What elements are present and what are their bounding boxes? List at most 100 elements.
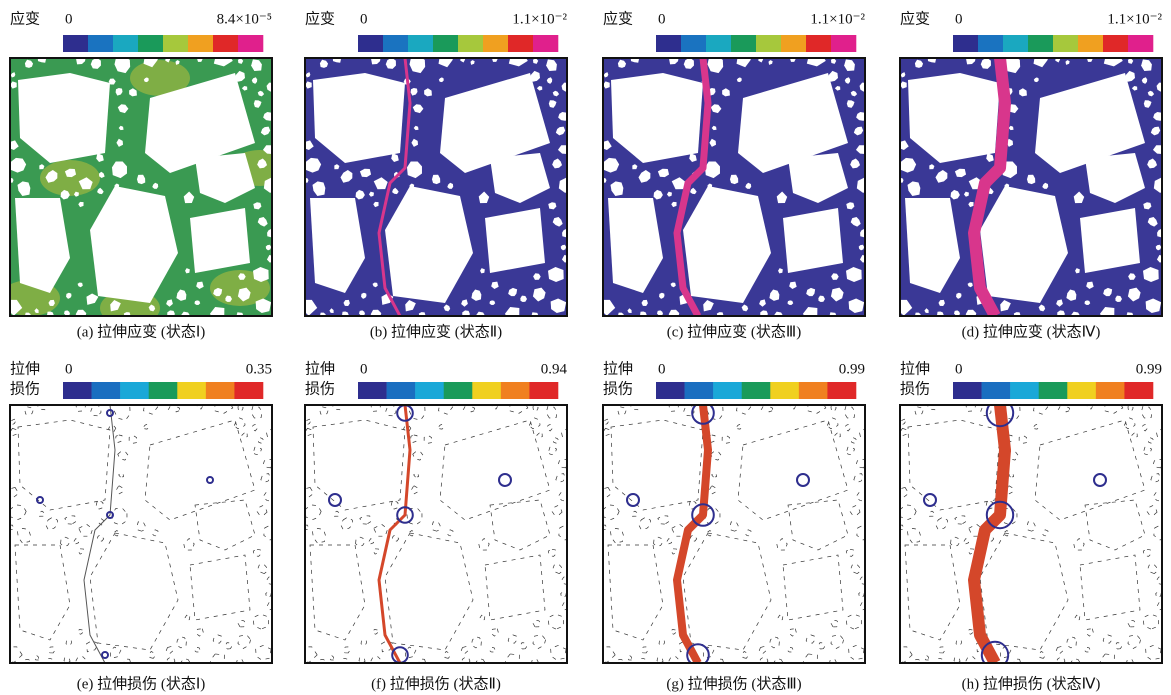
colorbar-min: 0 bbox=[955, 11, 963, 27]
mesostructure bbox=[896, 51, 1167, 323]
panel: 拉伸损伤00.99(h) 拉伸损伤 (状态Ⅳ) bbox=[896, 360, 1167, 692]
colorbar-segment bbox=[383, 35, 408, 52]
colorbar-segment bbox=[1103, 35, 1128, 52]
caption: (g) 拉伸损伤 (状态Ⅲ) bbox=[666, 675, 801, 692]
colorbar-segment bbox=[1096, 382, 1125, 399]
colorbar-min: 0 bbox=[658, 11, 666, 27]
colorbar-max: 0.94 bbox=[541, 361, 568, 377]
colorbar-segment bbox=[63, 35, 88, 52]
colorbar-segment bbox=[444, 382, 473, 399]
caption: (f) 拉伸损伤 (状态Ⅱ) bbox=[371, 675, 501, 692]
panel: 应变 0 1.1×10⁻² (c) 拉伸应变 (状态Ⅲ) bbox=[599, 9, 870, 340]
legend-label: 拉伸 bbox=[603, 360, 633, 377]
colorbar-segment bbox=[1028, 35, 1053, 52]
colorbar-segment bbox=[188, 35, 213, 52]
colorbar-segment bbox=[113, 35, 138, 52]
legend-label: 拉伸 bbox=[10, 360, 40, 377]
colorbar-segment bbox=[770, 382, 799, 399]
mesostructure bbox=[599, 51, 870, 323]
colorbar-segment bbox=[206, 382, 235, 399]
colorbar-segment bbox=[138, 35, 163, 52]
colorbar-min: 0 bbox=[658, 361, 666, 377]
colorbar-segment bbox=[472, 382, 501, 399]
panel: 应变01.1×10⁻²(d) 拉伸应变 (状态Ⅳ) bbox=[896, 9, 1167, 340]
colorbar-segment bbox=[529, 382, 558, 399]
colorbar-segment bbox=[742, 382, 771, 399]
colorbar-segment bbox=[781, 35, 806, 52]
caption: (e) 拉伸损伤 (状态Ⅰ) bbox=[77, 675, 206, 692]
colorbar-segment bbox=[731, 35, 756, 52]
colorbar-segment bbox=[685, 382, 714, 399]
colorbar-segment bbox=[387, 382, 416, 399]
colorbar-segment bbox=[88, 35, 113, 52]
colorbar-min: 0 bbox=[65, 361, 73, 377]
mesostructure bbox=[301, 398, 572, 670]
colorbar-min: 0 bbox=[360, 11, 368, 27]
aggregate bbox=[783, 208, 843, 273]
colorbar-segment bbox=[1010, 382, 1039, 399]
colorbar-segment bbox=[978, 35, 1003, 52]
colorbar-segment bbox=[358, 382, 387, 399]
caption: (b) 拉伸应变 (状态Ⅱ) bbox=[370, 322, 502, 340]
colorbar-segment bbox=[149, 382, 178, 399]
legend-label: 损伤 bbox=[603, 380, 633, 397]
mesostructure bbox=[6, 398, 277, 670]
colorbar-segment bbox=[656, 35, 681, 52]
colorbar-segment bbox=[415, 382, 444, 399]
legend-label: 应变 bbox=[603, 9, 633, 27]
colorbar-max: 1.1×10⁻² bbox=[512, 11, 567, 27]
colorbar-segment bbox=[433, 35, 458, 52]
caption: (c) 拉伸应变 (状态Ⅲ) bbox=[667, 322, 801, 340]
panel: 应变08.4×10⁻⁵(a) 拉伸应变 (状态Ⅰ) bbox=[0, 9, 290, 340]
legend-label: 应变 bbox=[305, 9, 335, 27]
colorbar-segment bbox=[1128, 35, 1153, 52]
mesostructure bbox=[301, 51, 572, 323]
colorbar-segment bbox=[92, 382, 121, 399]
colorbar-segment bbox=[120, 382, 149, 399]
legend-label: 损伤 bbox=[10, 380, 40, 397]
colorbar-segment bbox=[953, 35, 978, 52]
aggregate bbox=[190, 208, 250, 273]
colorbar-segment bbox=[63, 382, 92, 399]
aggregate bbox=[485, 208, 545, 273]
colorbar-segment bbox=[501, 382, 530, 399]
colorbar-max: 0.99 bbox=[1136, 361, 1162, 377]
legend-label: 拉伸 bbox=[900, 360, 930, 377]
colorbar-segment bbox=[177, 382, 206, 399]
legend-label: 拉伸 bbox=[305, 360, 335, 377]
colorbar-max: 0.35 bbox=[246, 361, 272, 377]
colorbar-segment bbox=[982, 382, 1011, 399]
colorbar-segment bbox=[953, 382, 982, 399]
colorbar-segment bbox=[483, 35, 508, 52]
panel: 应变 0 1.1×10⁻² (b) 拉伸应变 (状态Ⅱ) bbox=[301, 9, 572, 340]
matrix bbox=[305, 405, 567, 663]
colorbar-max: 1.1×10⁻² bbox=[810, 11, 865, 27]
mesostructure bbox=[896, 398, 1167, 670]
colorbar-segment bbox=[408, 35, 433, 52]
colorbar-segment bbox=[238, 35, 263, 52]
colorbar-segment bbox=[213, 35, 238, 52]
colorbar-segment bbox=[1078, 35, 1103, 52]
colorbar-segment bbox=[713, 382, 742, 399]
colorbar-segment bbox=[756, 35, 781, 52]
caption: (a) 拉伸应变 (状态Ⅰ) bbox=[77, 322, 206, 340]
colorbar-segment bbox=[358, 35, 383, 52]
colorbar-segment bbox=[458, 35, 483, 52]
colorbar-min: 0 bbox=[65, 11, 73, 27]
matrix bbox=[603, 405, 865, 663]
colorbar-max: 1.1×10⁻² bbox=[1107, 11, 1162, 27]
colorbar-min: 0 bbox=[360, 361, 368, 377]
colorbar-segment bbox=[508, 35, 533, 52]
panel: 拉伸损伤 0 0.35 (e) 拉伸损伤 (状态Ⅰ) bbox=[6, 360, 277, 692]
colorbar-segment bbox=[1053, 35, 1078, 52]
matrix bbox=[900, 405, 1162, 663]
colorbar-max: 0.99 bbox=[839, 361, 865, 377]
colorbar-segment bbox=[1067, 382, 1096, 399]
colorbar-segment bbox=[706, 35, 731, 52]
colorbar-segment bbox=[1124, 382, 1153, 399]
colorbar-segment bbox=[806, 35, 831, 52]
aggregate bbox=[1080, 208, 1140, 273]
figure: 应变08.4×10⁻⁵(a) 拉伸应变 (状态Ⅰ)应变01.1×10⁻²(b) … bbox=[0, 0, 1171, 695]
legend-label: 应变 bbox=[10, 9, 40, 27]
